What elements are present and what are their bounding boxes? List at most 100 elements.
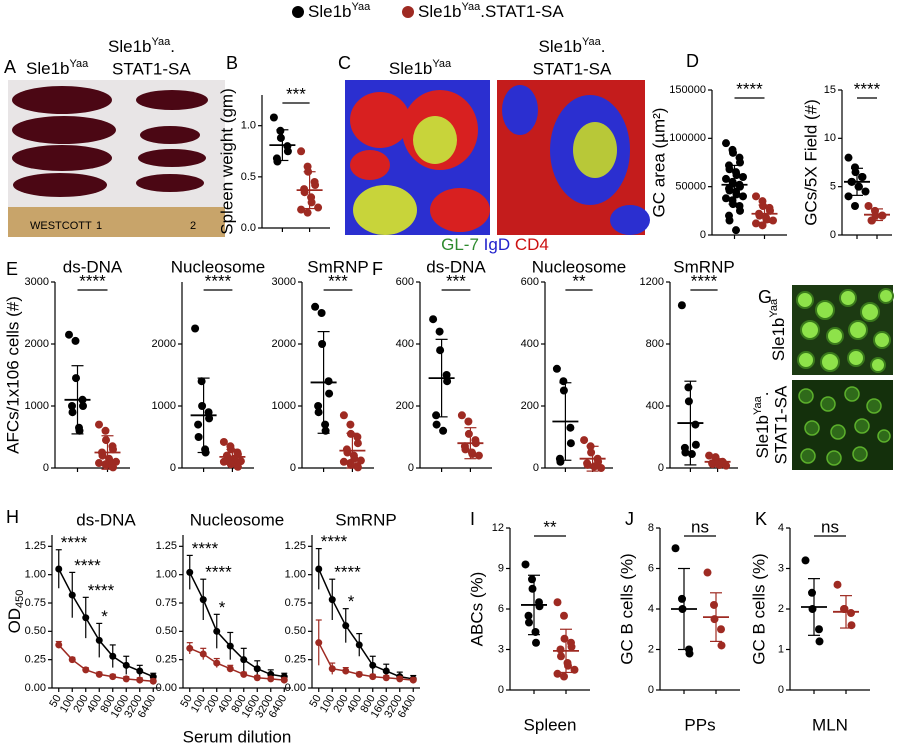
data-point	[710, 600, 718, 609]
data-point	[273, 157, 282, 166]
group-label: Sle1bYaa.	[108, 36, 175, 57]
data-point	[382, 674, 390, 682]
y-tick-label: 400	[646, 400, 664, 412]
data-point	[808, 588, 816, 597]
y-tick-label: 0	[648, 684, 654, 696]
data-point	[324, 377, 333, 386]
significance-label: ****	[88, 581, 115, 600]
label-sup: Yaa	[69, 58, 89, 70]
significance-label: ****	[192, 539, 219, 558]
y-tick-label: 3	[498, 643, 504, 655]
data-point	[240, 656, 248, 664]
data-point	[186, 644, 194, 652]
significance-label: ****	[691, 271, 718, 290]
image-title: STAT1-SA	[533, 59, 612, 78]
y-tick-label: 400	[521, 338, 539, 350]
data-point	[725, 216, 734, 225]
y-tick-label: 2	[648, 643, 654, 655]
data-point	[691, 440, 700, 449]
label-part: Sle1b	[769, 318, 788, 361]
data-point	[532, 638, 540, 647]
data-point	[521, 560, 530, 569]
data-point	[432, 420, 441, 429]
data-point	[102, 436, 110, 445]
data-point	[567, 642, 576, 651]
data-point	[269, 113, 278, 122]
ruler-mark: 1	[96, 220, 102, 232]
data-point	[65, 330, 73, 339]
y-tick-label: 0	[830, 229, 836, 241]
chart-title: ds-DNA	[76, 510, 136, 529]
series-line	[318, 568, 414, 680]
y-tick-label: 0	[43, 462, 49, 474]
data-point	[95, 636, 103, 644]
data-point	[355, 641, 363, 649]
chart-title: Nucleosome	[171, 257, 266, 276]
significance-label: ****	[74, 556, 101, 575]
data-point	[315, 639, 323, 647]
x-axis-label: Spleen	[524, 715, 577, 734]
y-tick-label: 2000	[272, 338, 296, 350]
data-point	[671, 544, 680, 553]
data-point	[736, 158, 744, 167]
ruler	[8, 207, 225, 237]
data-point	[464, 429, 473, 438]
data-point	[318, 340, 327, 348]
chart-title: Nucleosome	[190, 510, 285, 529]
label-part: .	[753, 392, 772, 397]
panel-label: K	[755, 509, 767, 529]
text-part: .STAT1-SA	[480, 2, 564, 21]
data-point	[766, 206, 774, 215]
panel-label: E	[6, 259, 18, 279]
y-tick-label: 600	[396, 276, 414, 288]
label-part: Sle1b	[753, 415, 772, 458]
y-tick-label: 3000	[25, 276, 49, 288]
chart-title: Nucleosome	[532, 257, 627, 276]
y-tick-label: 12	[492, 522, 504, 534]
label-part: .	[601, 37, 606, 56]
data-point	[684, 397, 693, 406]
y-tick-label: 0	[408, 462, 414, 474]
data-point	[560, 611, 568, 620]
y-tick-label: 0.75	[285, 597, 306, 609]
data-point	[314, 402, 323, 410]
y-tick-label: 0.5	[241, 171, 256, 183]
label-sup: Yaa	[151, 36, 171, 48]
y-tick-label: 1200	[640, 276, 664, 288]
data-point	[199, 596, 207, 604]
data-point	[276, 133, 285, 142]
y-tick-label: 0	[290, 462, 296, 474]
data-point	[339, 411, 348, 420]
y-tick-label: 600	[521, 276, 539, 288]
significance-label: ****	[736, 79, 763, 98]
y-tick-label: 0	[700, 229, 706, 241]
y-tick-label: 6	[648, 562, 654, 574]
data-point	[705, 451, 714, 460]
data-point	[559, 377, 568, 386]
x-tick-label: 50	[178, 693, 195, 710]
significance-label: ****	[205, 563, 232, 582]
y-tick-label: 800	[646, 338, 664, 350]
label-part: Sle1b	[539, 37, 582, 56]
y-tick-label: 0.0	[241, 222, 256, 234]
legend-label: Sle1bYaa	[308, 1, 371, 22]
ruler-mark: 2	[190, 220, 196, 232]
y-tick-label: 1.25	[285, 540, 306, 552]
y-tick-label: 1.25	[25, 540, 46, 552]
data-point	[524, 611, 533, 620]
chart-title: SmRNP	[335, 510, 396, 529]
image-label: Sle1bYaa.	[752, 392, 773, 459]
stain-gl7: GL-7	[441, 235, 479, 254]
data-point	[198, 402, 207, 410]
data-point	[858, 173, 867, 181]
image-title: Sle1bYaa.	[539, 36, 606, 57]
y-tick-label: 1.25	[156, 540, 177, 552]
data-point	[283, 147, 292, 156]
significance-label: ***	[446, 271, 466, 290]
data-point	[553, 669, 562, 678]
data-point	[68, 591, 76, 599]
stain-legend: GL-7 IgD CD4	[441, 235, 549, 254]
chart-title: ds-DNA	[63, 257, 123, 276]
data-point	[307, 198, 316, 207]
